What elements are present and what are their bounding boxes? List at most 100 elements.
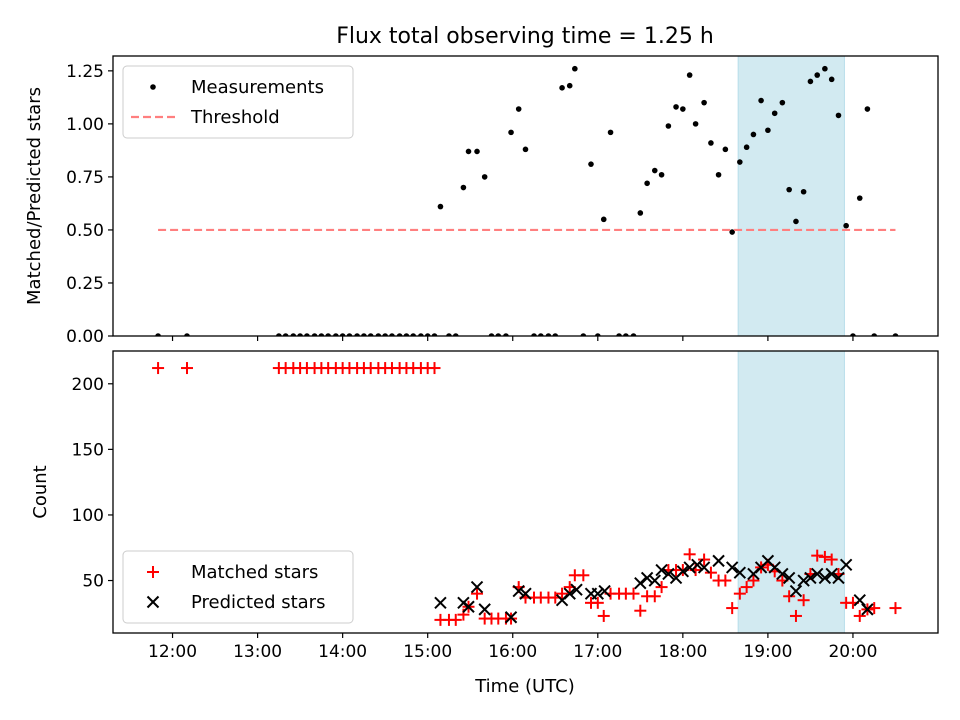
flux-panel-y-axis-label: Matched/Predicted stars [24, 87, 45, 305]
cross-b [797, 574, 810, 587]
legend-marker-matched-stars [147, 566, 159, 578]
matched-stars-point [789, 609, 802, 622]
matched-stars-point [719, 574, 732, 587]
measurements-point [658, 171, 665, 178]
measurements-point [864, 106, 871, 112]
predicted-stars-point [776, 567, 789, 581]
matched-stars-point [683, 548, 696, 561]
matched-stars-point [733, 587, 746, 600]
measurements-point [354, 333, 360, 336]
measurements-point [630, 333, 637, 336]
measurements-point [814, 72, 821, 78]
matched-stars-point [698, 553, 711, 566]
predicted-stars-point [733, 566, 747, 579]
measurements-point [843, 222, 849, 229]
matched-stars-point [449, 613, 462, 626]
matched-stars-point [556, 587, 569, 600]
measurements-point [503, 333, 509, 336]
predicted-stars-point [697, 561, 711, 574]
count-panel: Count Time (UTC) 50 100 150 200 12:00 13:00 14… [30, 350, 939, 697]
marks-clip-group [152, 362, 902, 626]
cross-b [776, 567, 789, 581]
predicted-stars-point [640, 571, 654, 585]
cross-b [825, 567, 838, 581]
measurements-point [644, 180, 650, 187]
measurements-point [325, 333, 331, 336]
measurements-point [765, 127, 771, 134]
measurements-point [552, 333, 559, 336]
cross-b [146, 595, 160, 609]
measurements-point [779, 99, 786, 106]
flux-panel: Flux total observing time = 1.25 h Match… [24, 24, 939, 347]
cross-b [676, 565, 690, 578]
measurements-point [758, 97, 764, 104]
predicted-stars-point [598, 584, 611, 598]
measurements-point [465, 148, 472, 155]
predicted-stars-point [832, 571, 845, 585]
cross-b [504, 611, 518, 624]
matched-stars-point [740, 581, 753, 594]
matched-stars-point [747, 574, 760, 587]
cross-b [570, 583, 583, 596]
measurements-point [892, 333, 899, 336]
measurements-point [155, 333, 161, 336]
measurements-point [282, 333, 289, 336]
predicted-stars-point [789, 584, 803, 598]
cross-b [832, 571, 845, 585]
flux-panel-legend: Measurements Threshold [122, 65, 354, 139]
legend-marker-measurements [150, 84, 156, 90]
measurements-point [600, 216, 607, 223]
matched-stars-point [655, 581, 668, 594]
measurements-point [431, 333, 438, 336]
legend-box [122, 550, 354, 624]
measurements-point [396, 333, 403, 336]
y-tick-label: 200 [72, 375, 104, 395]
predicted-stars-point [570, 583, 583, 596]
measurements-point [311, 333, 318, 336]
measurements-point [856, 195, 863, 201]
predicted-stars-point [839, 558, 853, 572]
measurements-point [786, 186, 792, 193]
measurements-point [871, 333, 878, 336]
matched-stars-point [868, 602, 881, 615]
measurements-point [437, 203, 444, 210]
measurements-point [701, 99, 707, 106]
count-panel-highlight-span [737, 350, 845, 634]
measurements-point [424, 333, 431, 336]
legend-label-threshold: Threshold [190, 107, 280, 128]
matched-stars-point [648, 590, 661, 603]
measurements-point [531, 333, 537, 336]
cross-b [811, 567, 824, 581]
predicted-stars-point [853, 594, 866, 607]
measurements-point [304, 333, 310, 336]
flux-panel-title: Flux total observing time = 1.25 h [336, 24, 714, 49]
measurements-point [410, 333, 417, 336]
measurements-point [771, 110, 778, 117]
measurements-point [446, 333, 452, 336]
measurements-point [715, 171, 722, 178]
predicted-stars-point [676, 565, 690, 578]
predicted-stars-point [648, 574, 661, 587]
cross-b [782, 571, 796, 585]
count-panel-axes: 50 100 150 200 12:00 13:00 14:00 15:00 16:00 17:0… [72, 350, 939, 662]
predicted-stars-point [434, 596, 447, 610]
predicted-stars-point [563, 587, 576, 600]
cross-b [733, 566, 747, 579]
predicted-stars-point [683, 561, 696, 574]
measurements-point [481, 174, 488, 180]
measurements-point [495, 333, 502, 336]
predicted-stars-point [811, 567, 824, 581]
predicted-stars-point [782, 571, 796, 585]
cross-b [725, 561, 739, 574]
measurements-point [594, 333, 601, 336]
y-tick-label: 0.00 [66, 327, 104, 347]
predicted-stars-point [470, 580, 484, 594]
predicted-stars-point [725, 561, 739, 574]
predicted-stars-point [712, 554, 725, 568]
legend-marker-predicted-stars [146, 595, 160, 609]
measurements-point [793, 218, 799, 225]
measurements-point [339, 333, 346, 336]
measurements-point [515, 106, 522, 112]
cross-b [634, 576, 647, 590]
